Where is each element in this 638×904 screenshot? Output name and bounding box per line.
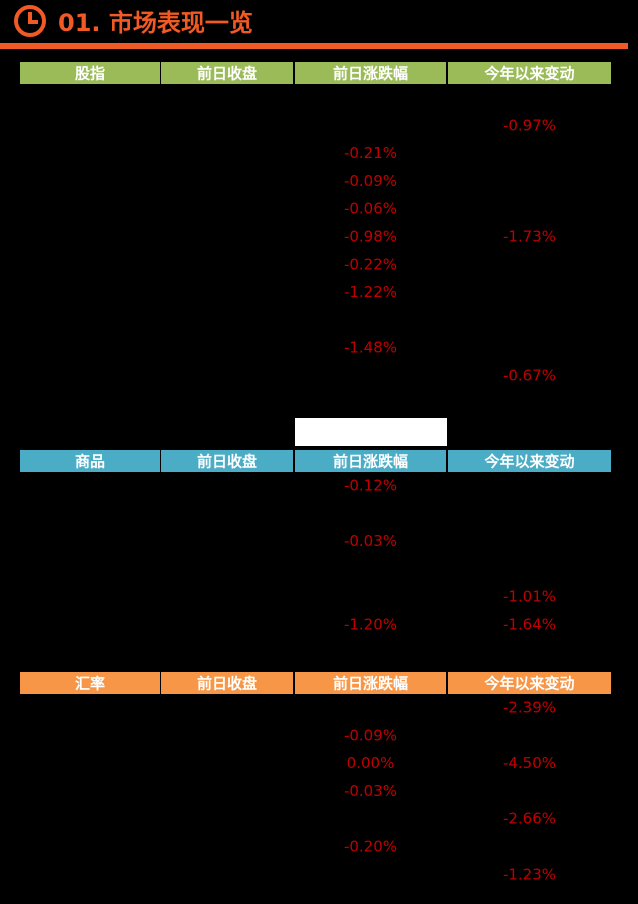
value-cell: -0.06% xyxy=(344,200,397,218)
header-text: 今年以来变动 xyxy=(483,65,574,83)
header-text: 前日涨跌幅 xyxy=(333,675,408,693)
header-cell xyxy=(20,450,160,472)
value-cell: -0.98% xyxy=(344,228,397,246)
tables: 股指 前日收盘 前日涨跌幅 今年以来变动-0.97%-0.21%-0.09%-0.06… xyxy=(20,62,611,883)
header-text: 前日收盘 xyxy=(197,65,257,83)
header-cell xyxy=(161,672,293,694)
title-rule xyxy=(0,43,628,49)
value-cell: -0.09% xyxy=(344,172,397,190)
value-cell: -0.97% xyxy=(503,116,556,134)
value-cell: -1.23% xyxy=(503,865,556,883)
value-cell: -1.20% xyxy=(344,616,397,634)
header-cell xyxy=(161,62,293,84)
header-text: 前日涨跌幅 xyxy=(333,453,408,471)
value-cell: -0.20% xyxy=(344,838,397,856)
header-cell xyxy=(295,450,446,472)
clock-icon xyxy=(14,5,46,37)
blank-cell xyxy=(295,418,447,446)
clock-hands xyxy=(28,12,38,24)
value-cell: -0.22% xyxy=(344,255,397,273)
header-text: 今年以来变动 xyxy=(483,675,574,693)
value-cell: -1.01% xyxy=(503,588,556,606)
header-cell xyxy=(448,62,611,84)
value-cell: -1.22% xyxy=(344,283,397,301)
value-cell: -2.39% xyxy=(503,699,556,717)
header-text: 商品 xyxy=(75,453,105,471)
value-cell: -2.66% xyxy=(503,810,556,828)
header-cell xyxy=(295,62,446,84)
header-cell xyxy=(20,62,160,84)
value-cell: -1.64% xyxy=(503,616,556,634)
header-cell xyxy=(295,672,446,694)
value-cell: -1.48% xyxy=(344,339,397,357)
header-text: 前日收盘 xyxy=(197,453,257,471)
header-text: 今年以来变动 xyxy=(483,453,574,471)
header-cell xyxy=(161,450,293,472)
value-cell: -0.12% xyxy=(344,477,397,495)
header-cell xyxy=(20,672,160,694)
value-cell: 0.00% xyxy=(347,754,395,772)
value-cell: -0.21% xyxy=(344,144,397,162)
header-cell xyxy=(448,672,611,694)
value-cell: -0.03% xyxy=(344,532,397,550)
header-text: 股指 xyxy=(75,65,105,83)
page-title: 01. 市场表现一览 xyxy=(58,9,253,37)
value-cell: -0.67% xyxy=(503,367,556,385)
value-cell: -0.09% xyxy=(344,726,397,744)
header-text: 前日涨跌幅 xyxy=(333,65,408,83)
value-cell: -0.03% xyxy=(344,782,397,800)
value-cell: -4.50% xyxy=(503,754,556,772)
header-cell xyxy=(448,450,611,472)
value-cell: -1.73% xyxy=(503,228,556,246)
header-text: 汇率 xyxy=(75,675,105,693)
header-text: 前日收盘 xyxy=(197,675,257,693)
